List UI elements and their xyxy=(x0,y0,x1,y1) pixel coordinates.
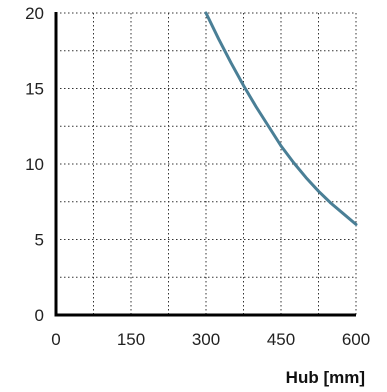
y-tick-label: 5 xyxy=(35,231,44,250)
axes xyxy=(54,12,356,317)
tick-labels: 0 150 300 450 600 0 5 10 15 20 xyxy=(25,4,370,349)
series-line xyxy=(204,11,358,226)
x-tick-label: 450 xyxy=(267,330,295,349)
grid xyxy=(56,12,357,315)
x-axis-title: Hub [mm] xyxy=(286,368,365,387)
x-tick-label: 300 xyxy=(192,330,220,349)
x-tick-label: 150 xyxy=(117,330,145,349)
y-tick-label: 15 xyxy=(25,80,44,99)
y-tick-label: 10 xyxy=(25,155,44,174)
y-tick-label: 20 xyxy=(25,4,44,23)
x-tick-label: 600 xyxy=(342,330,370,349)
series-layer xyxy=(204,11,358,226)
x-tick-label: 0 xyxy=(51,330,60,349)
y-tick-label: 0 xyxy=(35,306,44,325)
